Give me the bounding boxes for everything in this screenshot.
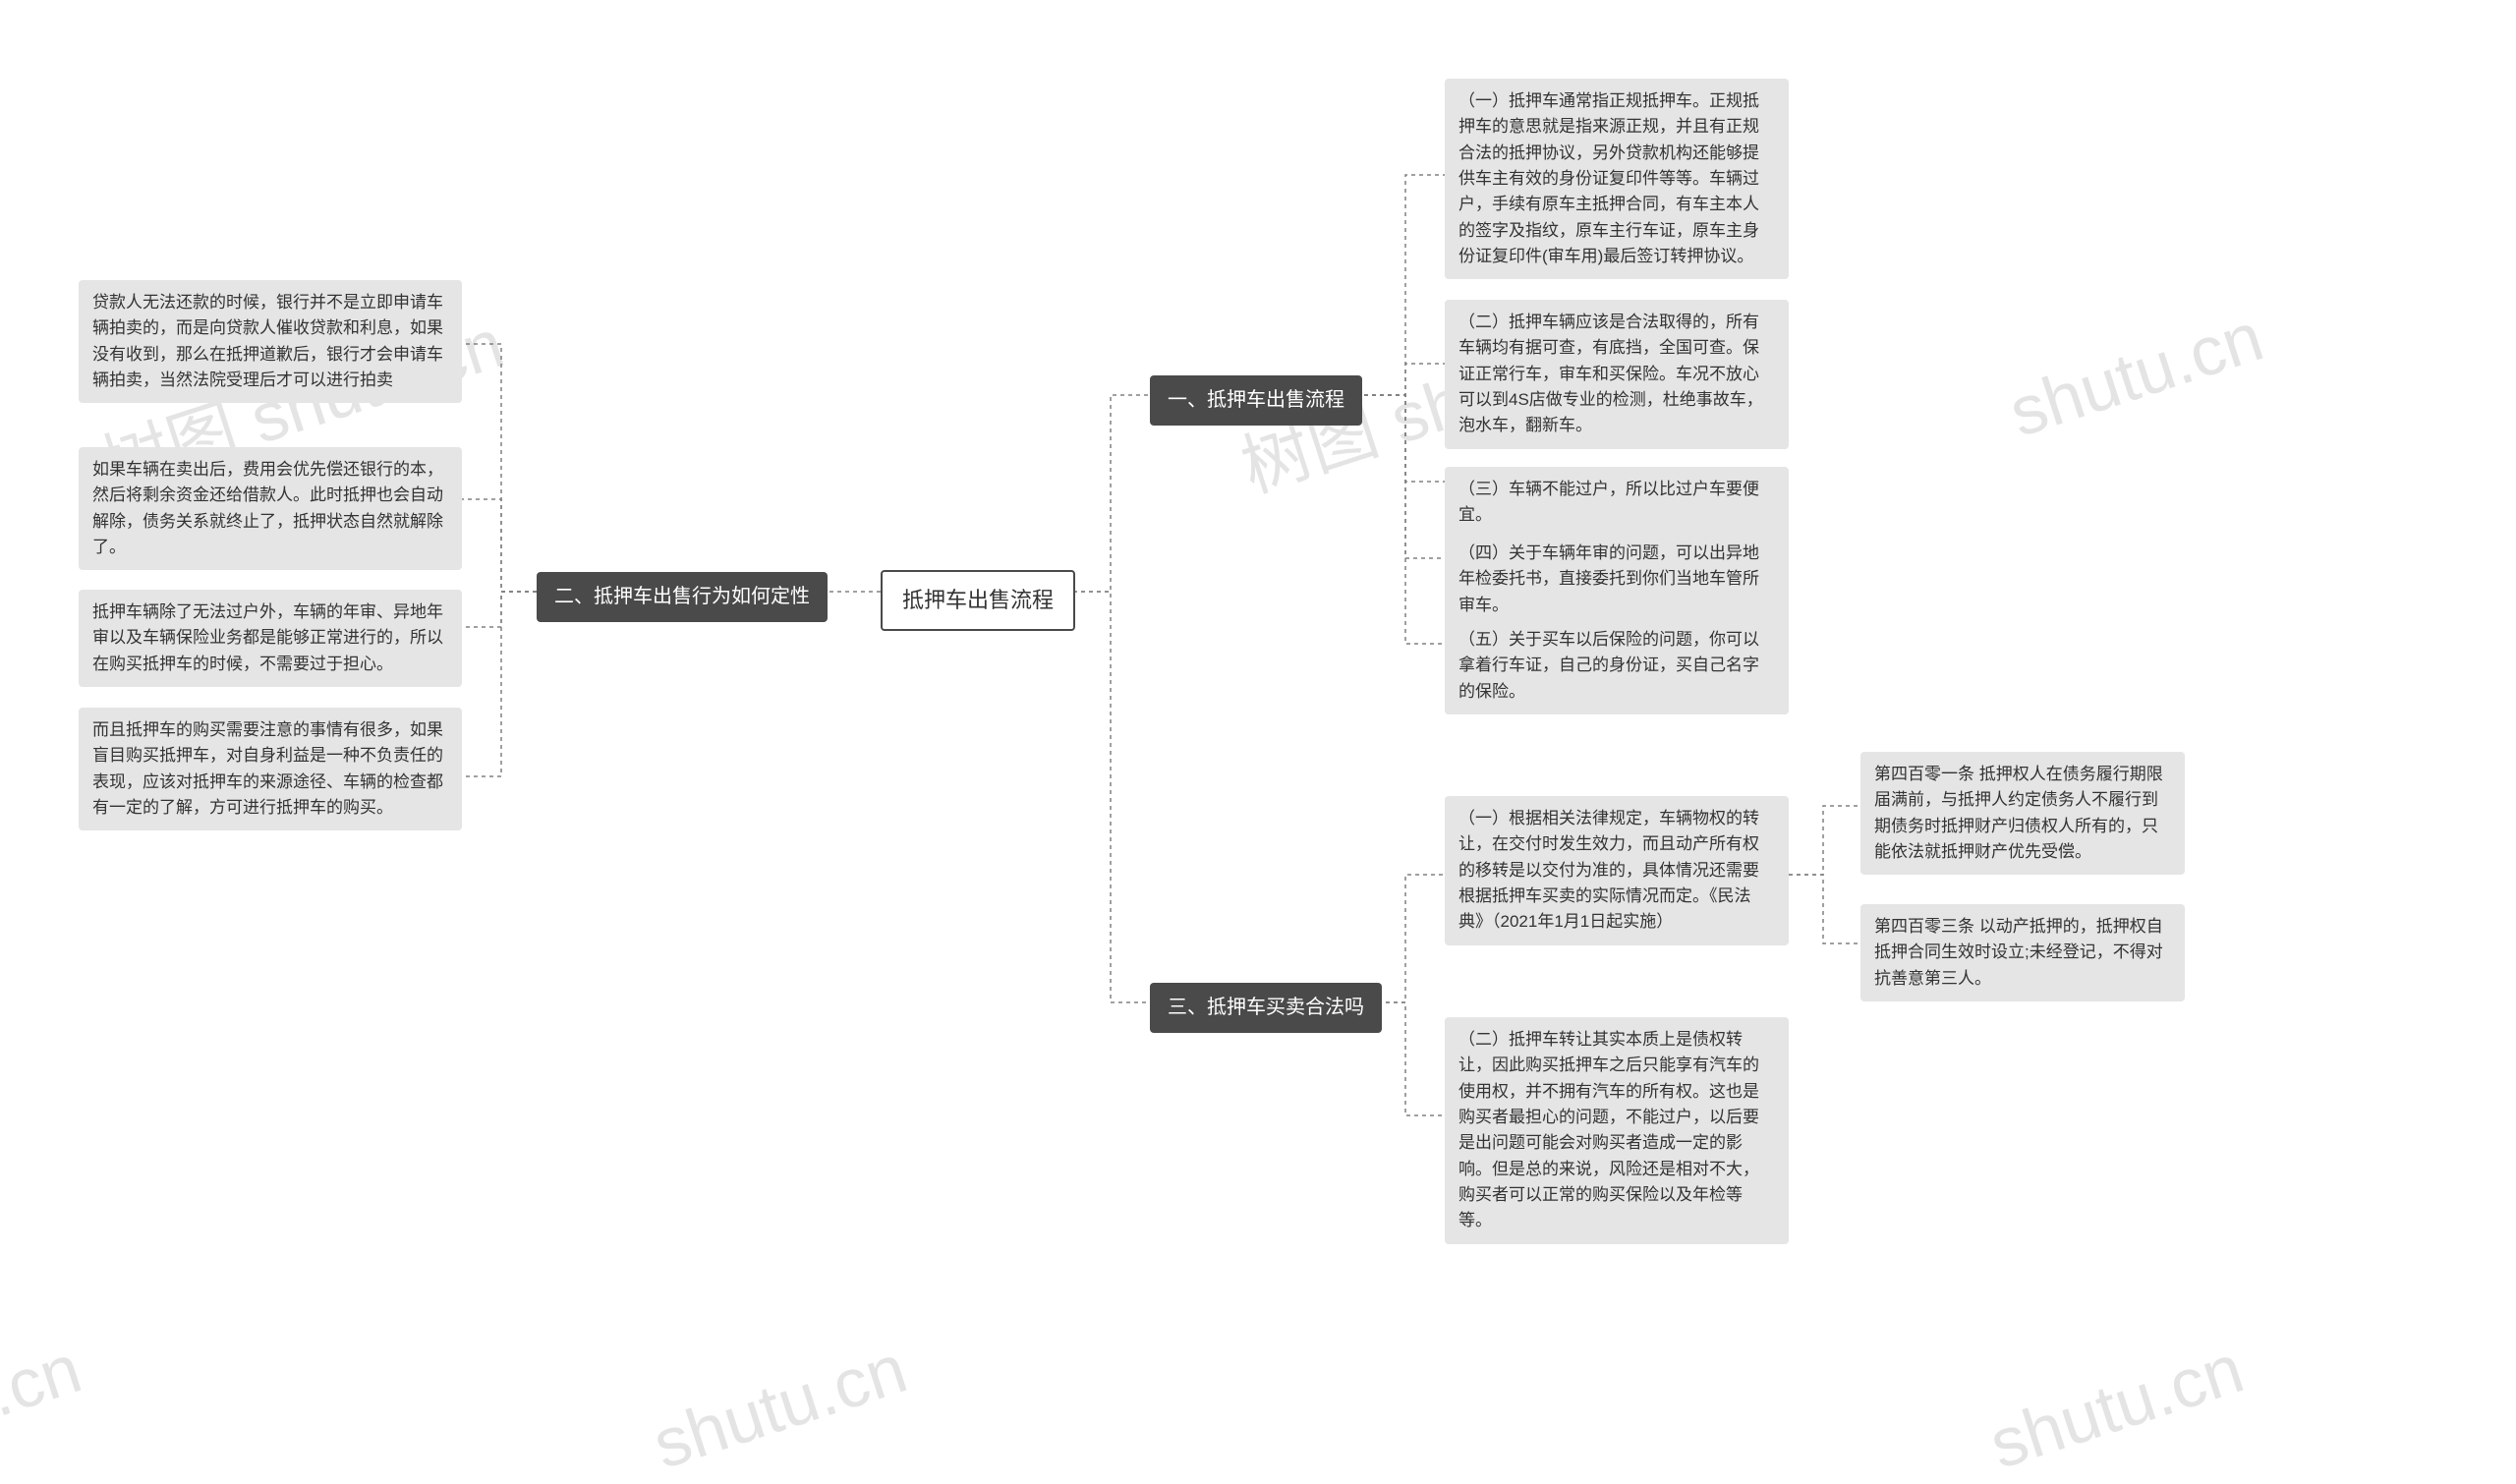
watermark: shutu.cn bbox=[0, 1329, 90, 1484]
section3-item-1: （二）抵押车转让其实本质上是债权转让，因此购买抵押车之后只能享有汽车的使用权，并… bbox=[1445, 1017, 1789, 1244]
section3-branch: 三、抵押车买卖合法吗 bbox=[1150, 983, 1382, 1033]
section1-item-2: （三）车辆不能过户，所以比过户车要便宜。 bbox=[1445, 467, 1789, 539]
watermark: shutu.cn bbox=[1980, 1329, 2252, 1484]
watermark: shutu.cn bbox=[2000, 297, 2271, 452]
watermark: shutu.cn bbox=[644, 1329, 915, 1484]
section1-item-3: （四）关于车辆年审的问题，可以出异地年检委托书，直接委托到你们当地车管所审车。 bbox=[1445, 531, 1789, 628]
root-node: 抵押车出售流程 bbox=[881, 570, 1075, 631]
section1-branch: 一、抵押车出售流程 bbox=[1150, 375, 1362, 426]
section2-item-1: 如果车辆在卖出后，费用会优先偿还银行的本，然后将剩余资金还给借款人。此时抵押也会… bbox=[79, 447, 462, 570]
section1-item-4: （五）关于买车以后保险的问题，你可以拿着行车证，自己的身份证，买自己名字的保险。 bbox=[1445, 617, 1789, 714]
section3-item-0-sub-1: 第四百零三条 以动产抵押的，抵押权自抵押合同生效时设立;未经登记，不得对抗善意第… bbox=[1860, 904, 2185, 1001]
section2-branch: 二、抵押车出售行为如何定性 bbox=[537, 572, 828, 622]
section1-item-1: （二）抵押车辆应该是合法取得的，所有车辆均有据可查，有底挡，全国可查。保证正常行… bbox=[1445, 300, 1789, 449]
section2-item-3: 而且抵押车的购买需要注意的事情有很多，如果盲目购买抵押车，对自身利益是一种不负责… bbox=[79, 708, 462, 830]
section2-item-0: 贷款人无法还款的时候，银行并不是立即申请车辆拍卖的，而是向贷款人催收贷款和利息，… bbox=[79, 280, 462, 403]
section3-item-0-sub-0: 第四百零一条 抵押权人在债务履行期限届满前，与抵押人约定债务人不履行到期债务时抵… bbox=[1860, 752, 2185, 875]
section3-item-0: （一）根据相关法律规定，车辆物权的转让，在交付时发生效力，而且动产所有权的移转是… bbox=[1445, 796, 1789, 945]
section1-item-0: （一）抵押车通常指正规抵押车。正规抵押车的意思就是指来源正规，并且有正规合法的抵… bbox=[1445, 79, 1789, 279]
section2-item-2: 抵押车辆除了无法过户外，车辆的年审、异地年审以及车辆保险业务都是能够正常进行的，… bbox=[79, 590, 462, 687]
